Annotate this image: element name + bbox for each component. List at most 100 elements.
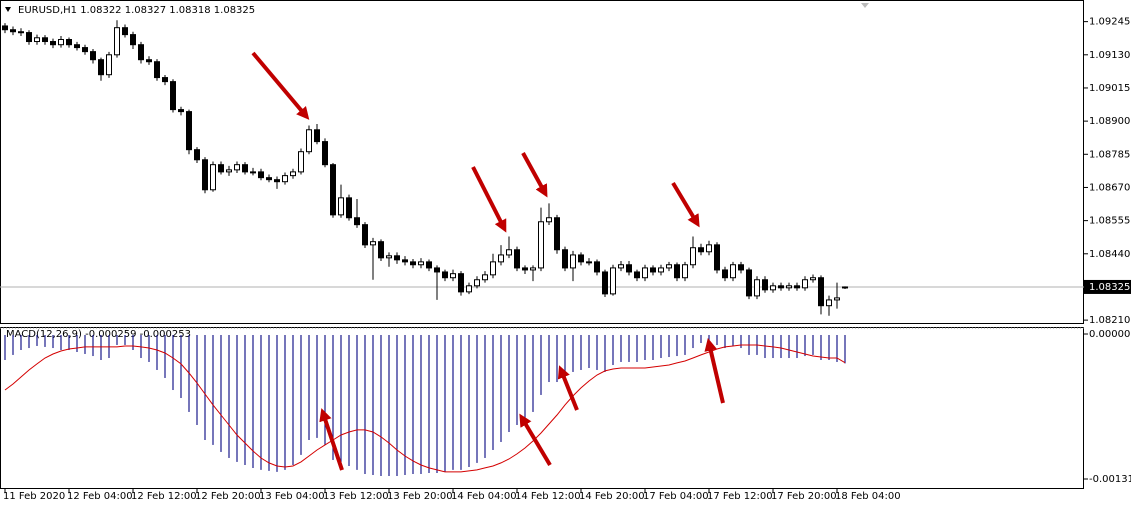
- candle-body: [650, 267, 656, 273]
- candle-body: [642, 267, 648, 279]
- candle-body: [306, 129, 312, 153]
- candle-body: [522, 267, 528, 271]
- candle-body: [538, 221, 544, 269]
- candle-body: [186, 111, 192, 151]
- candle-body: [314, 129, 320, 143]
- y-tick-label: 1.09015: [1089, 83, 1130, 94]
- price-header: EURUSD,H1 1.08322 1.08327 1.08318 1.0832…: [18, 5, 255, 16]
- candle-body: [450, 273, 456, 279]
- candle-body: [2, 25, 8, 31]
- candle-body: [570, 254, 576, 269]
- candle-body: [490, 261, 496, 276]
- candle-body: [498, 254, 504, 263]
- candle-body: [506, 249, 512, 256]
- candle-body: [258, 171, 264, 179]
- candle-body: [210, 164, 216, 191]
- x-tick-label: 12 Feb 20:00: [195, 491, 261, 502]
- candle-body: [530, 267, 536, 271]
- candle-body: [74, 44, 80, 49]
- candle-body: [818, 277, 824, 307]
- candle-body: [514, 249, 520, 269]
- candle-body: [546, 217, 552, 223]
- candle-body: [418, 261, 424, 266]
- arrow: [671, 181, 700, 228]
- candle-body: [426, 261, 432, 269]
- candle-body: [10, 29, 16, 33]
- candle-body: [98, 59, 104, 76]
- x-tick-label: 17 Feb 04:00: [643, 491, 709, 502]
- candle-body: [218, 164, 224, 173]
- candle-body: [370, 241, 376, 246]
- candle-body: [378, 241, 384, 259]
- candle-body: [554, 217, 560, 251]
- candle-body: [386, 255, 392, 259]
- x-tick-label: 18 Feb 04:00: [835, 491, 901, 502]
- candle-body: [482, 274, 488, 281]
- annotations: [251, 51, 725, 471]
- candle-body: [362, 224, 368, 246]
- candle-body: [682, 264, 688, 279]
- candle-body: [42, 37, 48, 43]
- y-tick-label: 1.09245: [1089, 17, 1130, 28]
- x-tick-label: 17 Feb 12:00: [707, 491, 773, 502]
- candle-body: [250, 171, 256, 174]
- candle-body: [594, 261, 600, 273]
- candle-body: [18, 31, 24, 34]
- x-tick-label: 14 Feb 20:00: [579, 491, 645, 502]
- candle-body: [338, 197, 344, 216]
- y-tick-label: 1.08210: [1089, 315, 1130, 326]
- candle-body: [202, 159, 208, 191]
- candle-body: [698, 247, 704, 253]
- candle-body: [274, 179, 280, 183]
- shift-marker: [861, 3, 869, 8]
- y-tick-label: 1.08900: [1089, 116, 1130, 127]
- candle-body: [354, 217, 360, 226]
- candle-body: [562, 249, 568, 269]
- candle-body: [786, 285, 792, 289]
- candle-body: [730, 264, 736, 279]
- x-tick-label: 17 Feb 20:00: [771, 491, 837, 502]
- x-tick-label: 13 Feb 12:00: [323, 491, 389, 502]
- candle-body: [242, 164, 248, 173]
- arrow: [521, 152, 548, 198]
- candle-body: [778, 285, 784, 289]
- candle-body: [754, 279, 760, 297]
- y-tick-label: 0.000009: [1089, 329, 1131, 340]
- macd-pane: [0, 327, 1084, 489]
- x-tick-label: 14 Feb 04:00: [451, 491, 517, 502]
- candle-body: [114, 27, 120, 56]
- arrow: [557, 365, 579, 411]
- candle-body: [714, 244, 720, 271]
- candle-body: [58, 39, 64, 46]
- signal-line: [4, 344, 846, 473]
- candle-body: [298, 151, 304, 173]
- x-tick-label: 14 Feb 12:00: [515, 491, 581, 502]
- candle-body: [226, 169, 232, 173]
- candle-body: [138, 44, 144, 61]
- candle-body: [746, 269, 752, 297]
- candle-body: [674, 264, 680, 279]
- current-price-box: [1084, 279, 1131, 294]
- arrow: [471, 166, 507, 233]
- candle-body: [266, 177, 272, 181]
- candle-body: [578, 254, 584, 263]
- candle-body: [146, 59, 152, 63]
- candle-body: [106, 54, 112, 76]
- candle-body: [466, 285, 472, 293]
- candle-body: [658, 267, 664, 273]
- candle-body: [770, 285, 776, 291]
- candle-body: [66, 39, 72, 46]
- candle-body: [154, 61, 160, 79]
- plots: 1.09245 1.09130 1.09015 1.08900 1.08785 1.086…: [0, 17, 1131, 502]
- candle-body: [34, 37, 40, 43]
- candle-body: [626, 264, 632, 273]
- candle-body: [394, 255, 400, 261]
- candle-body: [122, 27, 128, 36]
- candle-body: [402, 259, 408, 263]
- candle-body: [346, 197, 352, 219]
- candle-body: [634, 271, 640, 279]
- candle-body: [90, 51, 96, 61]
- candle-body: [810, 277, 816, 281]
